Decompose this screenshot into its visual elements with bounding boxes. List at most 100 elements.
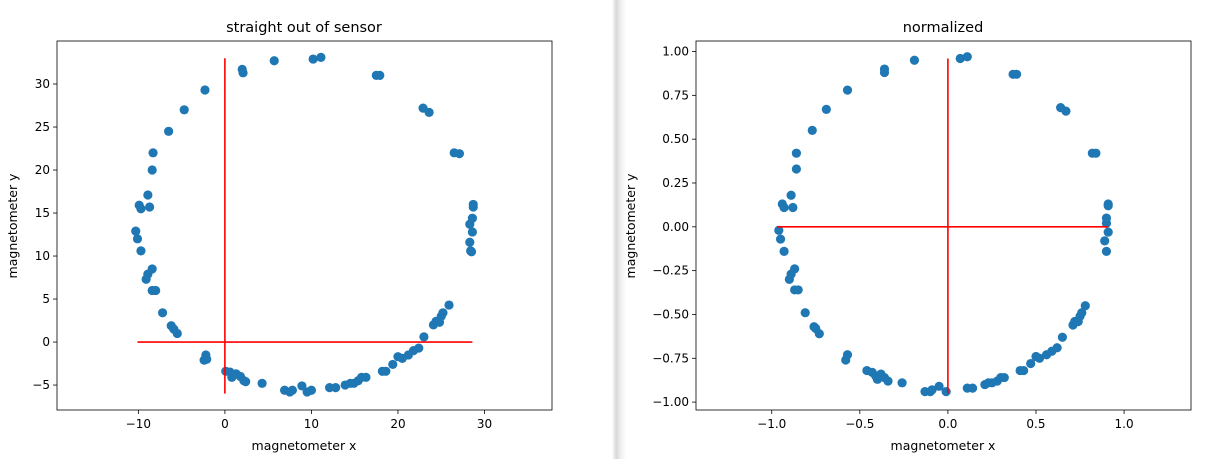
data-point <box>414 343 424 353</box>
data-point <box>814 329 824 339</box>
y-tick-label: 25 <box>35 120 50 134</box>
data-point <box>1057 332 1068 342</box>
data-point <box>132 234 143 244</box>
y-tick-label: 1.00 <box>662 45 689 59</box>
data-point <box>1100 236 1110 246</box>
data-point <box>821 104 831 114</box>
data-point <box>779 246 789 256</box>
scatter-chart-raw: straight out of sensor magnetometer x ma… <box>5 20 553 453</box>
data-point <box>897 378 907 388</box>
plot-frame <box>695 40 1192 411</box>
data-point <box>143 190 153 200</box>
y-tick-label: −0.75 <box>652 351 689 365</box>
data-point <box>466 247 477 257</box>
data-point <box>962 52 972 62</box>
x-axis-label: magnetometer x <box>252 438 357 453</box>
data-point <box>238 68 248 78</box>
data-point <box>141 274 151 284</box>
data-point <box>1077 308 1087 318</box>
x-tick-label: −10 <box>126 417 151 431</box>
data-point <box>800 308 810 318</box>
data-point <box>164 126 174 136</box>
data-point <box>136 246 146 256</box>
data-point <box>308 54 318 64</box>
data-point <box>316 52 326 62</box>
data-point <box>934 381 944 391</box>
y-tick-label: 0.00 <box>662 220 689 234</box>
data-point <box>454 149 465 159</box>
data-point <box>148 148 158 158</box>
y-axis-label: magnetometer y <box>626 173 638 279</box>
y-tick-label: 10 <box>35 249 50 263</box>
data-point <box>1026 358 1036 369</box>
data-point <box>297 381 307 391</box>
y-tick-label: −5 <box>32 378 50 392</box>
data-point <box>999 372 1009 383</box>
data-point <box>131 226 141 236</box>
y-axis-label: magnetometer y <box>5 173 20 279</box>
data-point <box>200 85 210 95</box>
data-point <box>955 53 965 64</box>
data-point <box>202 354 212 364</box>
y-tick-label: 20 <box>35 163 50 177</box>
data-point <box>424 107 434 117</box>
data-point <box>1012 69 1022 79</box>
data-point <box>467 213 477 223</box>
x-tick-label: −0.5 <box>845 417 874 431</box>
data-point <box>1103 227 1113 237</box>
data-point <box>375 70 385 81</box>
data-point <box>468 202 478 212</box>
x-tick-label: 20 <box>390 417 405 431</box>
data-point <box>157 308 168 318</box>
data-point <box>879 67 890 78</box>
figure-right: normalized magnetometer x magnetometer y… <box>623 0 1207 459</box>
data-point <box>381 366 391 376</box>
data-point <box>842 85 853 95</box>
data-point <box>1019 365 1029 376</box>
data-point <box>909 55 920 65</box>
data-point <box>419 332 429 342</box>
data-point <box>872 374 883 384</box>
data-point <box>1061 106 1071 116</box>
data-point <box>788 202 798 213</box>
data-point <box>287 385 297 395</box>
data-point <box>1080 301 1090 311</box>
data-point <box>791 164 802 174</box>
x-axis-label: magnetometer x <box>891 438 996 453</box>
y-tick-label: 5 <box>42 292 50 306</box>
data-point <box>1103 201 1113 211</box>
data-point <box>361 372 371 382</box>
data-point <box>967 383 978 393</box>
data-point <box>147 165 157 175</box>
x-tick-label: 0.0 <box>938 417 957 431</box>
data-point <box>331 383 341 393</box>
data-point <box>172 328 182 339</box>
data-point <box>438 308 448 318</box>
y-tick-label: −0.25 <box>652 264 689 278</box>
data-point <box>241 377 251 387</box>
data-point <box>444 300 454 310</box>
data-point <box>151 285 161 296</box>
data-point <box>257 378 267 388</box>
data-point <box>791 148 802 158</box>
data-point <box>784 274 794 285</box>
y-tick-label: −0.50 <box>652 307 689 321</box>
data-point <box>1101 246 1112 256</box>
data-point <box>1052 343 1062 353</box>
x-tick-label: 10 <box>304 417 319 431</box>
x-tick-label: 0 <box>221 417 229 431</box>
data-point <box>1034 353 1045 363</box>
data-point <box>841 355 851 365</box>
window-divider <box>612 0 626 459</box>
data-point <box>883 376 893 386</box>
figure-left: straight out of sensor magnetometer x ma… <box>5 20 553 453</box>
data-point <box>269 56 279 66</box>
data-point <box>179 105 189 115</box>
data-point <box>1101 213 1112 223</box>
data-point <box>775 234 786 244</box>
data-point <box>774 225 784 235</box>
data-point <box>1091 148 1101 158</box>
data-point <box>306 385 317 395</box>
data-point <box>144 202 155 212</box>
data-point <box>467 227 477 237</box>
